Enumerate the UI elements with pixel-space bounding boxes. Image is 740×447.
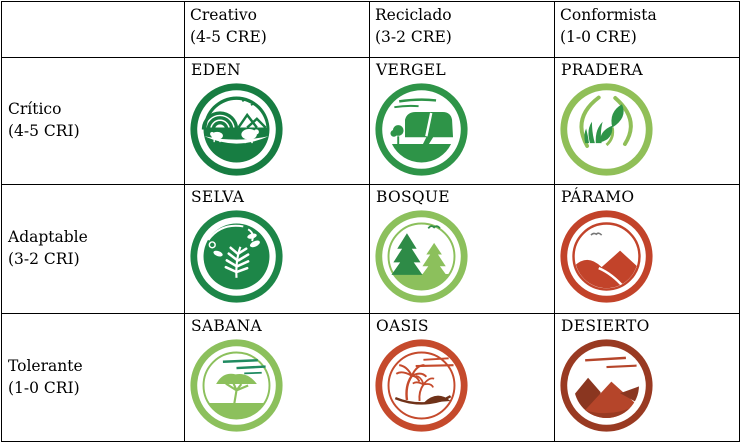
biome-name-label: SELVA — [191, 188, 245, 206]
cell-desierto: DESIERTO — [554, 313, 740, 442]
corner-cell — [1, 1, 185, 58]
column-header-creativo: Creativo (4-5 CRE) — [184, 1, 370, 58]
cell-oasis: OASIS — [369, 313, 555, 442]
row-header-tolerante: Tolerante (1-0 CRI) — [1, 313, 185, 442]
row-adaptable: Adaptable (3-2 CRI) SELVA BOSQUE — [1, 184, 740, 314]
biome-name-label: DESIERTO — [561, 317, 650, 335]
column-header-range: (4-5 CRE) — [190, 27, 267, 46]
row-critico: Crítico (4-5 CRI) EDEN — [1, 57, 740, 185]
biome-name-label: VERGEL — [376, 61, 446, 79]
selva-badge-icon — [190, 210, 283, 303]
row-header-critico: Crítico (4-5 CRI) — [1, 57, 185, 185]
pradera-badge-icon — [560, 83, 653, 176]
row-header-label: Adaptable — [8, 228, 88, 247]
biome-name-label: OASIS — [376, 317, 429, 335]
row-tolerante: Tolerante (1-0 CRI) SABANA OASIS — [1, 313, 740, 442]
desierto-badge-icon — [560, 339, 653, 432]
column-header-range: (1-0 CRE) — [560, 27, 637, 46]
cell-bosque: BOSQUE — [369, 184, 555, 314]
paramo-badge-icon — [560, 210, 653, 303]
cell-pradera: PRADERA — [554, 57, 740, 185]
biome-name-label: PRADERA — [561, 61, 643, 79]
cell-eden: EDEN — [184, 57, 370, 185]
cell-selva: SELVA — [184, 184, 370, 314]
column-header-label: Reciclado — [375, 6, 452, 24]
cell-vergel: VERGEL — [369, 57, 555, 185]
biome-name-label: SABANA — [191, 317, 262, 335]
column-header-conformista: Conformista (1-0 CRE) — [554, 1, 740, 58]
row-header-range: (1-0 CRI) — [8, 378, 80, 397]
column-header-reciclado: Reciclado (3-2 CRE) — [369, 1, 555, 58]
row-header-label: Tolerante — [8, 356, 83, 375]
column-header-label: Conformista — [560, 6, 657, 24]
row-header-range: (4-5 CRI) — [8, 122, 80, 140]
eden-badge-icon — [190, 83, 283, 176]
cell-sabana: SABANA — [184, 313, 370, 442]
vergel-badge-icon — [375, 83, 468, 176]
sabana-badge-icon — [190, 339, 283, 432]
header-row: Creativo (4-5 CRE) Reciclado (3-2 CRE) C… — [1, 1, 740, 58]
row-header-range: (3-2 CRI) — [8, 250, 80, 268]
row-header-label: Crítico — [8, 100, 62, 119]
cell-paramo: PÁRAMO — [554, 184, 740, 314]
row-header-adaptable: Adaptable (3-2 CRI) — [1, 184, 185, 314]
biome-name-label: EDEN — [191, 61, 241, 79]
biome-name-label: PÁRAMO — [561, 188, 635, 206]
column-header-label: Creativo — [190, 6, 257, 24]
oasis-badge-icon — [375, 339, 468, 432]
biome-name-label: BOSQUE — [376, 188, 450, 206]
bosque-badge-icon — [375, 210, 468, 303]
column-header-range: (3-2 CRE) — [375, 27, 452, 46]
